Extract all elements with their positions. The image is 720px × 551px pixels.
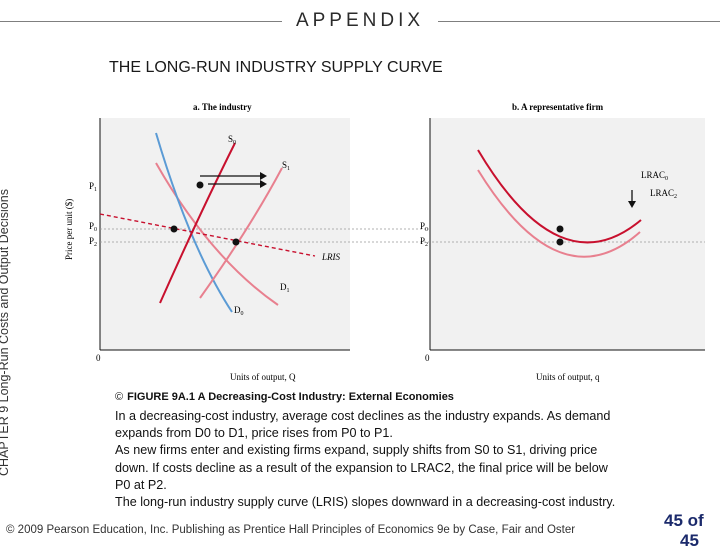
page-number: 45 of — [664, 511, 704, 530]
supply-shift-arrowhead — [260, 172, 267, 180]
page-total: 45 — [680, 531, 699, 550]
p0-label: P0 — [89, 221, 97, 233]
s1-label: S1 — [282, 160, 290, 172]
d0-curve — [155, 132, 233, 313]
figure-caption: © FIGURE 9A.1 A Decreasing-Cost Industry:… — [115, 391, 454, 403]
footer-copyright: © 2009 Pearson Education, Inc. Publishin… — [6, 524, 576, 536]
body-line-5: P0 at P2. — [115, 477, 167, 492]
header-rule-right — [438, 21, 720, 22]
lrac2-label: LRAC2 — [650, 188, 677, 200]
panel-a-title: a. The industry — [193, 102, 252, 112]
body-line-4: down. If costs decline as a result of th… — [115, 460, 608, 475]
d1-curve — [155, 162, 279, 306]
lris-line — [99, 213, 316, 257]
demand-shift-arrowhead — [260, 180, 267, 188]
s0-curve — [159, 142, 236, 304]
body-line-3: As new firms enter and existing firms ex… — [115, 443, 598, 458]
chapter-side-label: CHAPTER 9 Long-Run Costs and Output Deci… — [0, 189, 11, 476]
origin-label-a: 0 — [96, 353, 101, 363]
p0-label-b: P0 — [420, 221, 428, 233]
s1-curve — [199, 167, 283, 299]
firm-min-point-2 — [556, 238, 564, 246]
lrac2-curve — [477, 169, 641, 258]
p1-label: P1 — [89, 181, 97, 193]
header-rule-left — [0, 21, 282, 22]
figure-9a1: a. The industry b. A representative firm… — [60, 98, 710, 388]
x-axis-label-b: Units of output, q — [536, 372, 600, 382]
section-header: APPENDIX — [295, 10, 425, 31]
p2-label-b: P2 — [420, 236, 428, 248]
d1-label: D1 — [280, 282, 290, 294]
body-line-2: expands from D0 to D1, price rises from … — [115, 426, 393, 441]
firm-min-point-0 — [556, 225, 564, 233]
origin-label-b: 0 — [425, 353, 430, 363]
lrac0-label: LRAC0 — [641, 170, 668, 182]
d0-label: D0 — [234, 305, 244, 317]
lris-label: LRIS — [321, 252, 341, 262]
body-line-6: The long-run industry supply curve (LRIS… — [115, 495, 616, 510]
slide-title: THE LONG-RUN INDUSTRY SUPPLY CURVE — [109, 59, 443, 76]
caption-bullet-icon: © — [115, 391, 124, 403]
lrac-shift-arrowhead — [628, 201, 636, 208]
caption-text: FIGURE 9A.1 A Decreasing-Cost Industry: … — [127, 391, 454, 403]
body-line-1: In a decreasing-cost industry, average c… — [115, 409, 611, 423]
panel-b-title: b. A representative firm — [512, 102, 604, 112]
x-axis-label-a: Units of output, Q — [230, 372, 296, 382]
y-axis-label: Price per unit ($) — [64, 199, 74, 260]
p2-label: P2 — [89, 236, 97, 248]
panel-a-background — [100, 118, 350, 350]
equilibrium-point-1 — [196, 181, 204, 189]
s0-label: S0 — [228, 134, 236, 146]
lrac0-curve — [477, 149, 642, 244]
panel-b-background — [430, 118, 705, 350]
equilibrium-point-2 — [232, 238, 240, 246]
explanation-text: In a decreasing-cost industry, average c… — [115, 408, 685, 511]
figure-svg: a. The industry b. A representative firm… — [64, 102, 705, 382]
equilibrium-point-0 — [170, 225, 178, 233]
